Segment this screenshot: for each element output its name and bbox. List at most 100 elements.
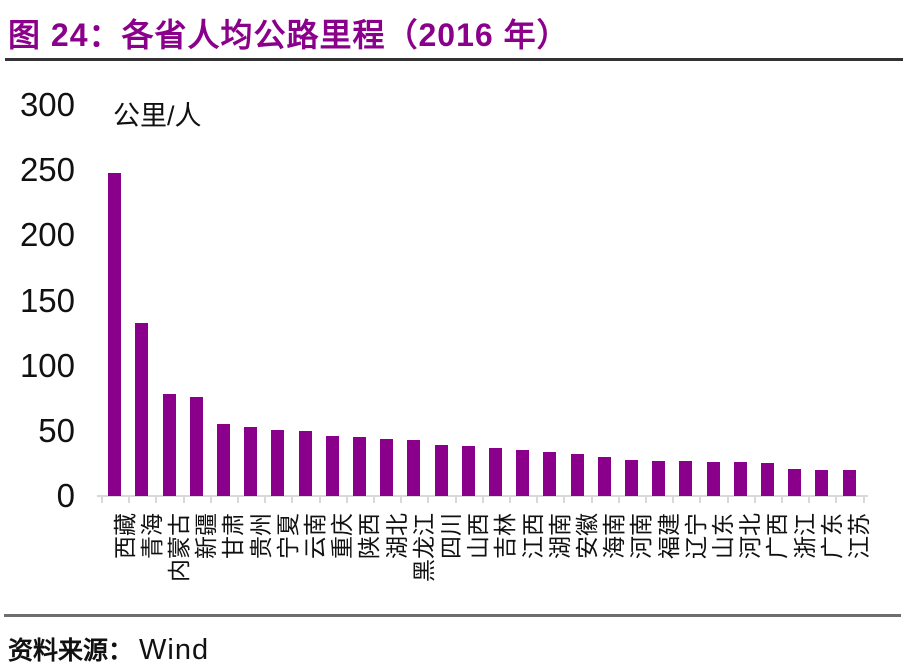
y-axis-tick-label: 50 [38,411,75,449]
x-axis-label-四川: 四川 [438,513,464,559]
x-axis-tick [345,495,348,503]
x-axis-label-山西: 山西 [465,513,492,559]
x-axis-label-贵州: 贵州 [247,513,274,559]
chart-title: 图 24：各省人均公路里程（2016 年） [8,17,570,53]
x-axis-tick [645,495,647,503]
bar-福建 [652,460,666,496]
x-axis-tick [209,495,212,503]
source-divider [4,614,901,617]
bar-湖南 [543,451,557,496]
x-axis-label-吉林: 吉林 [492,513,519,559]
x-axis-tick [481,495,484,503]
x-axis-label-云南: 云南 [302,513,328,559]
bar-黑龙江 [407,439,421,496]
x-axis-tick [400,495,403,503]
bar-陕西 [352,437,366,496]
x-axis-tick [862,495,865,503]
x-axis-label-江西: 江西 [519,513,546,559]
x-axis-tick [264,495,267,503]
bar-内蒙古 [162,394,176,496]
y-axis-unit-label: 公里/人 [113,101,202,131]
x-axis-tick [373,495,375,503]
bar-甘肃 [216,424,230,496]
x-axis-tick [318,495,321,503]
x-axis-label-江苏: 江苏 [846,513,872,559]
x-axis-tick [291,495,294,503]
bar-山西 [461,446,475,496]
bar-云南 [298,430,312,496]
x-axis-label-安徽: 安徽 [574,513,600,559]
y-axis-tick-label: 250 [19,151,75,189]
bar-四川 [434,445,448,496]
y-axis-tick-label: 100 [19,346,75,384]
x-axis-tick [590,495,593,503]
x-axis-tick [101,495,103,503]
x-axis-label-湖北: 湖北 [383,513,410,559]
bar-海南 [597,456,611,496]
x-axis-tick [536,495,539,503]
source-line: 资料来源： Wind [8,631,209,667]
x-axis-label-青海: 青海 [138,513,165,559]
x-axis-label-河南: 河南 [628,513,655,559]
bar-山东 [706,462,720,496]
bar-新疆 [189,396,203,496]
x-axis-label-浙江: 浙江 [791,513,818,559]
x-axis-label-福建: 福建 [655,513,682,559]
x-axis-tick [454,495,457,503]
x-axis-label-湖南: 湖南 [546,513,573,559]
x-axis-label-广西: 广西 [764,513,791,559]
x-axis-label-广东: 广东 [818,513,845,559]
y-axis-tick-label: 0 [56,477,75,514]
bar-安徽 [570,454,584,496]
bar-西藏 [108,172,122,496]
x-axis-tick [781,495,783,503]
x-axis-label-甘肃: 甘肃 [220,513,247,559]
y-axis-tick-label: 200 [19,216,75,254]
x-axis-tick [753,495,756,503]
title-divider [5,58,903,61]
bar-青海 [135,322,149,496]
x-axis-label-宁夏: 宁夏 [274,513,301,559]
bar-广东 [815,469,829,496]
x-axis-label-黑龙江: 黑龙江 [410,513,437,582]
x-axis-tick [182,495,185,503]
x-axis-label-河北: 河北 [737,513,764,559]
y-axis-tick-label: 150 [19,281,75,319]
bar-广西 [760,463,774,496]
bar-湖北 [380,438,394,496]
x-axis-tick [617,495,620,503]
source-label: 资料来源： [8,638,134,665]
x-axis-label-内蒙古: 内蒙古 [166,513,192,582]
x-axis-tick [155,495,158,503]
x-axis-tick [699,495,702,503]
bar-重庆 [325,436,339,496]
x-axis-label-重庆: 重庆 [329,513,356,559]
bar-江西 [516,450,530,496]
bar-浙江 [788,468,802,496]
x-axis-label-海南: 海南 [601,513,628,559]
x-axis-tick [808,495,811,503]
x-axis-tick [563,495,566,503]
x-axis-label-西藏: 西藏 [111,513,138,559]
x-axis-tick [509,495,511,503]
bar-贵州 [244,426,258,496]
x-axis-tick [237,495,239,503]
x-axis-tick [835,495,838,503]
x-axis-tick [427,495,430,503]
x-axis-label-新疆: 新疆 [193,513,220,559]
source-name: Wind [139,634,210,666]
x-axis-tick [672,495,675,503]
y-axis-tick-label: 300 [19,86,75,123]
x-axis-tick [128,495,131,503]
x-axis-label-山东: 山东 [710,513,736,559]
bar-江苏 [842,469,856,496]
bar-河北 [733,462,747,496]
x-axis-label-辽宁: 辽宁 [682,513,709,559]
x-axis-tick [726,495,729,503]
bar-辽宁 [679,460,693,496]
bar-吉林 [488,447,502,496]
bar-河南 [624,459,638,496]
x-axis-label-陕西: 陕西 [356,513,383,559]
bar-宁夏 [271,429,285,496]
